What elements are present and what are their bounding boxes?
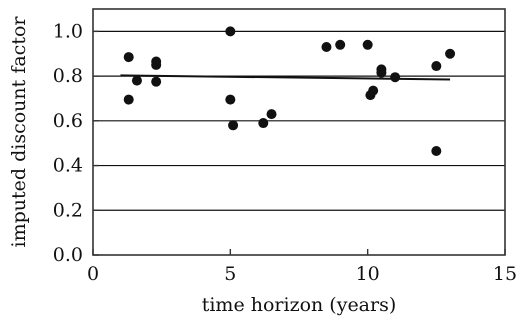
- data-point-2: [131, 75, 142, 86]
- data-point-19: [431, 61, 442, 72]
- y-axis-ticks: 0.0 0.2 0.4 0.6 0.8 1.0: [53, 20, 99, 266]
- y-tick-label-2: 0.4: [53, 155, 83, 177]
- y-tick-label-0: 0.0: [53, 244, 83, 266]
- y-tick-label-3: 0.6: [53, 110, 83, 132]
- data-point-20: [431, 146, 442, 157]
- y-tick-label-4: 0.8: [53, 65, 83, 87]
- data-points: [123, 26, 456, 157]
- data-point-12: [335, 39, 346, 50]
- data-point-9: [258, 118, 269, 129]
- x-tick-label-1: 5: [224, 263, 236, 285]
- data-point-15: [368, 85, 379, 96]
- x-axis-ticks: 0 5 10 15: [87, 249, 517, 285]
- x-tick-label-2: 10: [356, 263, 380, 285]
- plot-border: [92, 8, 506, 256]
- data-point-10: [266, 109, 277, 120]
- data-point-6: [225, 26, 236, 37]
- data-point-4: [151, 59, 162, 70]
- data-point-7: [225, 94, 236, 105]
- x-tick-label-3: 15: [493, 263, 517, 285]
- x-axis-label: time horizon (years): [202, 294, 397, 316]
- data-point-1: [123, 94, 134, 105]
- y-axis-label: imputed discount factor: [8, 16, 30, 248]
- data-point-11: [321, 42, 332, 53]
- data-point-5: [151, 76, 162, 87]
- x-tick-label-0: 0: [87, 263, 99, 285]
- data-point-21: [445, 48, 456, 59]
- data-point-18: [390, 72, 401, 83]
- plot-frame: [92, 8, 506, 256]
- data-point-13: [362, 39, 373, 50]
- data-point-17: [376, 67, 387, 78]
- data-point-8: [228, 120, 239, 131]
- y-tick-label-5: 1.0: [53, 20, 83, 42]
- data-point-0: [123, 52, 134, 63]
- y-tick-label-1: 0.2: [53, 199, 83, 221]
